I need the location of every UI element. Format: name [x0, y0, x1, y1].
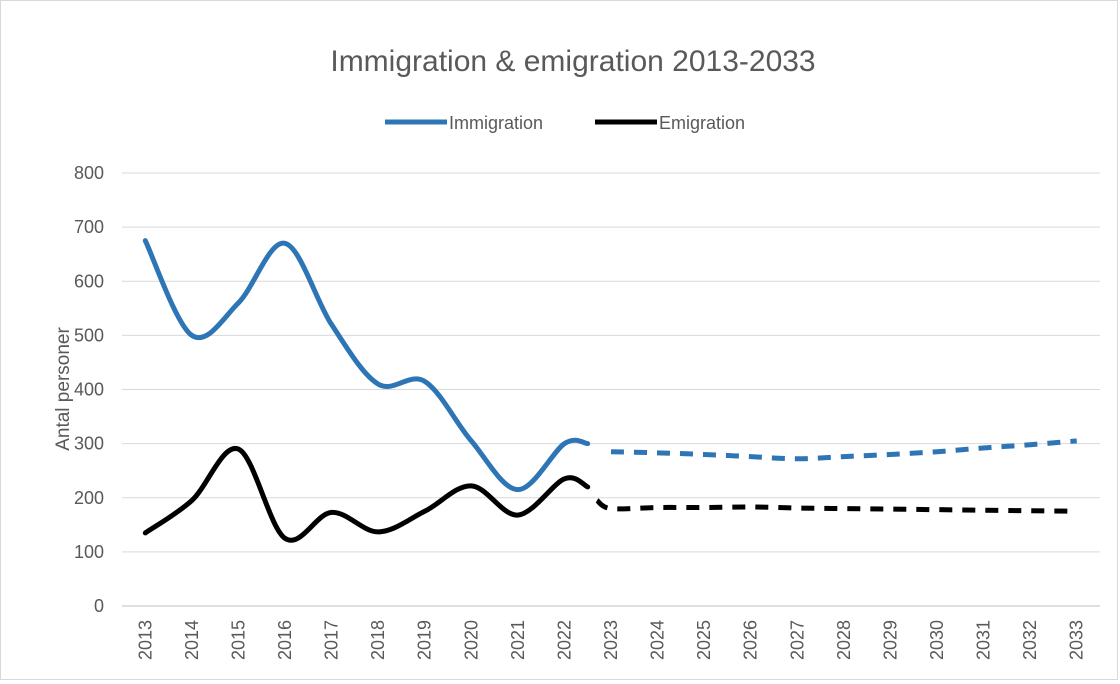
x-tick-label: 2027 — [787, 620, 807, 660]
series-lines — [142, 238, 1077, 543]
emigration-actual-line — [142, 446, 591, 543]
y-tick-label: 200 — [74, 488, 104, 508]
x-tick-label: 2018 — [368, 620, 388, 660]
x-tick-label: 2026 — [741, 620, 761, 660]
legend: Immigration Emigration — [385, 113, 745, 133]
immigration-actual-line — [142, 238, 591, 493]
x-tick-label: 2033 — [1067, 620, 1087, 660]
x-tick-label: 2031 — [974, 620, 994, 660]
y-axis-label: Antal personer — [53, 327, 74, 451]
emigration-forecast-line — [595, 498, 1077, 514]
x-tick-label: 2028 — [834, 620, 854, 660]
x-tick-label: 2022 — [554, 620, 574, 660]
x-tick-label: 2013 — [135, 620, 155, 660]
y-tick-label: 300 — [74, 434, 104, 454]
grid-lines — [122, 172, 1100, 607]
chart-title: Immigration & emigration 2013-2033 — [330, 45, 815, 78]
x-tick-label: 2024 — [648, 620, 668, 660]
y-tick-label: 800 — [74, 163, 104, 183]
x-tick-label: 2029 — [880, 620, 900, 660]
y-tick-label: 600 — [74, 271, 104, 291]
y-tick-label: 0 — [94, 596, 104, 616]
x-axis-ticks: 2013 2014 2015 2016 2017 2018 2019 2020 2021 2022… — [135, 620, 1086, 660]
x-tick-label: 2017 — [322, 620, 342, 660]
x-tick-label: 2019 — [415, 620, 435, 660]
legend-label-immigration: Immigration — [449, 113, 543, 133]
y-tick-label: 500 — [74, 325, 104, 345]
x-tick-label: 2030 — [927, 620, 947, 660]
x-tick-label: 2020 — [461, 620, 481, 660]
y-tick-label: 400 — [74, 380, 104, 400]
immigration-forecast-line — [610, 438, 1077, 462]
y-tick-label: 700 — [74, 217, 104, 237]
x-tick-label: 2016 — [275, 620, 295, 660]
x-tick-label: 2023 — [601, 620, 621, 660]
x-tick-label: 2025 — [694, 620, 714, 660]
y-tick-label: 100 — [74, 542, 104, 562]
x-tick-label: 2014 — [182, 620, 202, 660]
x-tick-label: 2032 — [1020, 620, 1040, 660]
y-axis-ticks: 0 100 200 300 400 500 600 700 800 — [74, 163, 104, 616]
legend-label-emigration: Emigration — [659, 113, 745, 133]
x-tick-label: 2015 — [228, 620, 248, 660]
x-tick-label: 2021 — [508, 620, 528, 660]
